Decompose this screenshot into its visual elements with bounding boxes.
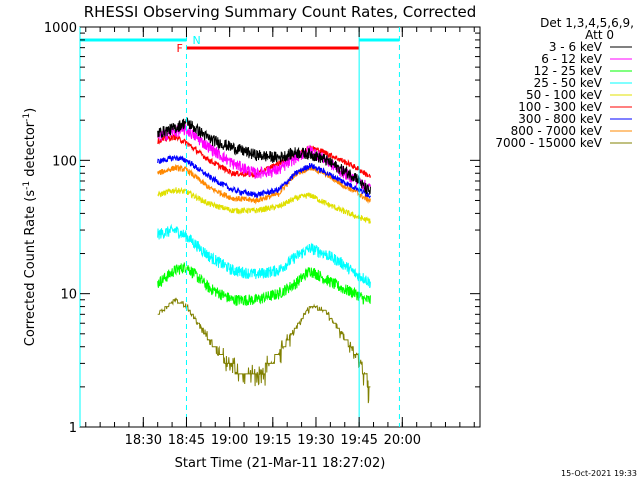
ylabel-end: ) — [23, 108, 38, 113]
legend-entry-label: 6 - 12 keV — [541, 52, 603, 66]
series-line — [157, 223, 371, 289]
ylabel-main: Corrected Count Rate (s — [23, 190, 38, 347]
legend-entry-label: 100 - 300 keV — [518, 100, 602, 114]
legend-header-2: Att 0 — [585, 28, 614, 42]
x-tick-label: 19:15 — [254, 433, 291, 448]
x-tick-label: 19:00 — [211, 433, 248, 448]
legend-entry-label: 50 - 100 keV — [526, 88, 603, 102]
x-axis-label: Start Time (21-Mar-11 18:27:02) — [175, 456, 386, 471]
series-layer — [157, 117, 371, 404]
x-tick-label: 18:45 — [168, 433, 205, 448]
axis-layer: 1 10 100 1000 18:30 18:45 19:00 19:15 19:30 19:45… — [44, 21, 480, 448]
y-axis-label: Corrected Count Rate (s-1 detector-1) — [22, 108, 38, 346]
x-tick-label: 19:45 — [340, 433, 377, 448]
generation-timestamp: 15-Oct-2021 19:33 — [561, 469, 637, 478]
series-line — [157, 297, 371, 404]
series-line — [157, 163, 371, 205]
legend-entry-label: 25 - 50 keV — [534, 76, 603, 90]
plot-frame — [79, 26, 481, 428]
ylabel-mid: detector — [23, 121, 38, 181]
overlay-layer: FN — [79, 27, 400, 427]
series-line — [157, 154, 371, 199]
legend-entry-label: 300 - 800 keV — [518, 112, 602, 126]
y-tick-label: 100 — [52, 154, 77, 169]
x-tick-label: 18:30 — [125, 433, 162, 448]
chart-title: RHESSI Observing Summary Count Rates, Co… — [84, 3, 477, 21]
legend-entry-label: 12 - 25 keV — [534, 64, 603, 78]
y-tick-label: 10 — [60, 288, 77, 303]
legend-entry-label: 3 - 6 keV — [549, 40, 603, 54]
ylabel-sup2: -1 — [22, 113, 32, 122]
y-tick-label: 1000 — [44, 21, 77, 36]
night-flag-label: N — [192, 34, 200, 47]
series-line — [157, 186, 371, 224]
y-tick-label: 1 — [69, 421, 77, 436]
series-line — [157, 262, 371, 306]
ylabel-sup1: -1 — [22, 181, 32, 190]
legend-header-1: Det 1,3,4,5,6,9, — [540, 16, 634, 30]
series-line — [157, 117, 371, 196]
legend-entry-label: 7000 - 15000 keV — [495, 136, 602, 150]
legend-entry-label: 800 - 7000 keV — [511, 124, 603, 138]
flare-flag-label: F — [176, 42, 182, 55]
x-tick-label: 20:00 — [384, 433, 421, 448]
x-tick-label: 19:30 — [297, 433, 334, 448]
